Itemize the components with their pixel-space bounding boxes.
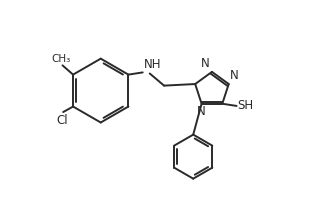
Text: Cl: Cl <box>56 114 68 127</box>
Text: NH: NH <box>144 58 161 71</box>
Text: N: N <box>200 57 209 70</box>
Text: SH: SH <box>238 99 254 112</box>
Text: CH₃: CH₃ <box>52 54 71 64</box>
Text: N: N <box>230 69 239 82</box>
Text: N: N <box>197 105 205 118</box>
